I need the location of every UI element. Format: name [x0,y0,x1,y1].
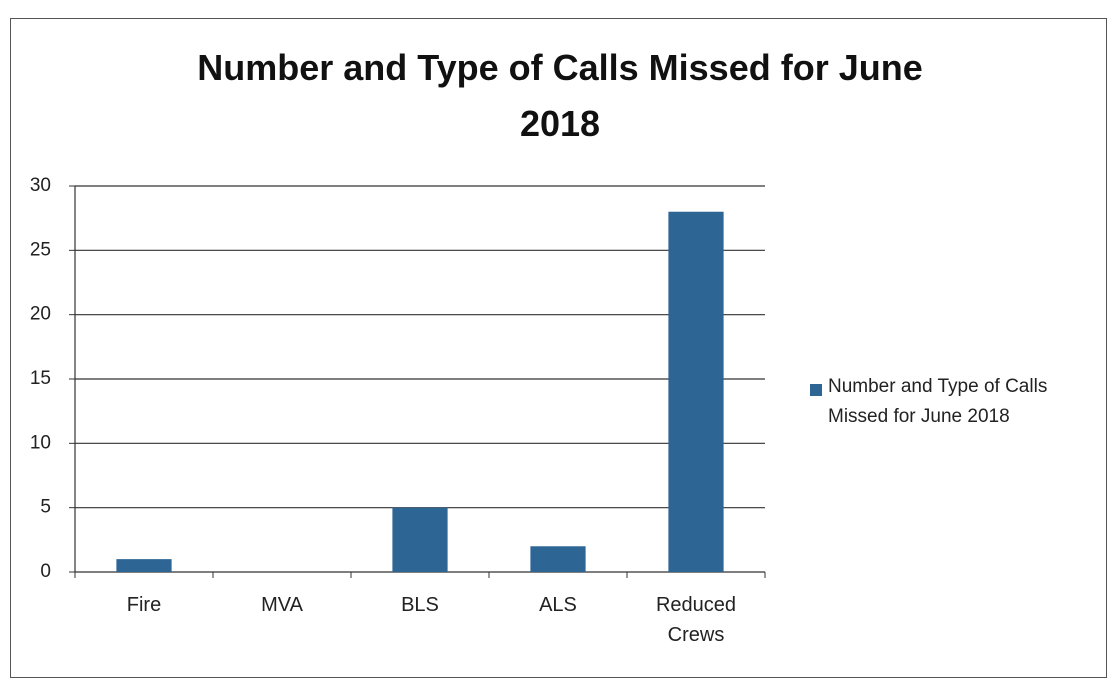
legend-swatch [810,384,822,396]
y-tick-label: 25 [30,239,51,260]
x-tick-label: BLS [401,594,439,616]
bar [668,211,724,572]
y-tick-label: 0 [40,561,51,582]
bar [530,546,586,572]
legend-label: Number and Type of Calls Missed for June… [828,376,1048,427]
chart: Number and Type of Calls Missed for June… [10,18,1107,678]
x-tick-label: Reduced Crews [655,594,737,646]
y-tick-label: 20 [30,304,51,325]
plot: 0 5 10 15 20 25 30 [30,175,766,582]
y-tick-label: 5 [40,497,51,518]
chart-title: Number and Type of Calls Missed for June… [197,47,923,144]
bar [116,559,172,572]
x-tick-label: MVA [261,594,303,616]
bar [392,507,448,572]
y-tick-label: 15 [30,368,51,389]
x-tick-label: Fire [126,594,162,616]
y-tick-label: 10 [30,432,51,453]
y-tick-label: 30 [30,175,51,196]
x-tick-label: ALS [539,594,577,616]
